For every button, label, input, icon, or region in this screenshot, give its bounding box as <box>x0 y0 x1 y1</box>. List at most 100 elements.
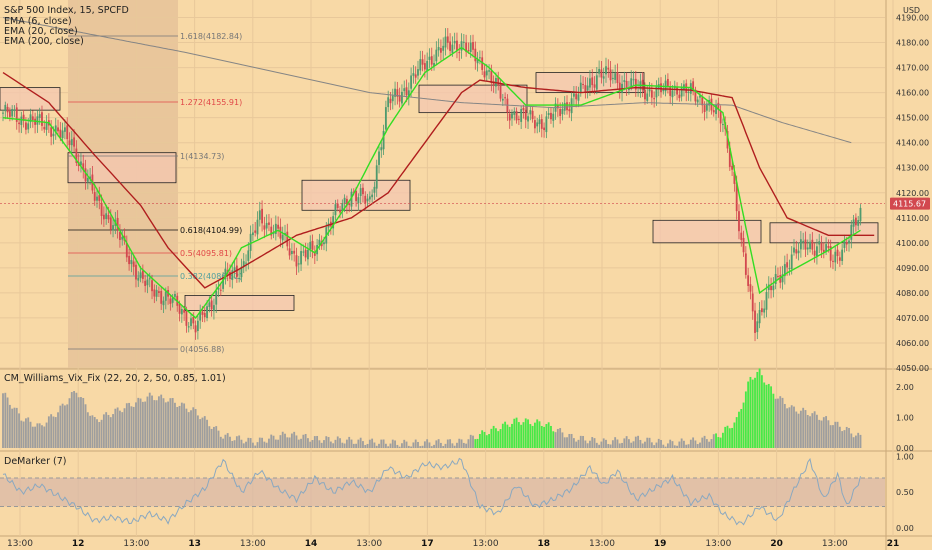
candle-body <box>311 240 314 250</box>
candle-body <box>121 236 124 240</box>
candle-body <box>538 119 541 125</box>
vix-fix-bar <box>215 426 218 448</box>
candle-body <box>160 291 163 304</box>
vix-fix-bar <box>767 383 770 448</box>
vix-fix-bar <box>224 434 227 448</box>
time-tick-label: 13:00 <box>589 539 615 549</box>
vix-fix-bar <box>694 440 697 448</box>
last-price-value: 4115.67 <box>893 200 926 209</box>
price-axis[interactable]: 4190.00 4180.00 4170.00 4160.00 4150.00 4140.… <box>896 14 929 533</box>
vix-fix-bar <box>462 442 465 448</box>
vix-fix-bar <box>547 422 550 448</box>
price-tick-label: 4170.00 <box>896 64 929 73</box>
candle-body <box>561 108 564 115</box>
vix-fix-bar <box>495 428 497 448</box>
vix-fix-bar <box>760 375 763 448</box>
candle-body <box>343 197 346 204</box>
vix-fix-bar <box>504 421 507 448</box>
candle-body <box>364 195 367 204</box>
candle-body <box>199 309 202 321</box>
vix-fix-bar <box>86 412 89 448</box>
vix-fix-bar <box>490 428 493 448</box>
vix-fix-bar <box>107 414 110 448</box>
demarker-line <box>0 457 885 526</box>
candle-body <box>22 114 25 121</box>
candle-body <box>511 113 513 119</box>
candle-body <box>655 86 658 98</box>
candle-body <box>414 74 417 78</box>
candle-body <box>190 318 192 327</box>
vix-fix-bar <box>802 407 805 448</box>
vix-fix-bar <box>196 415 199 448</box>
vix-fix-bar <box>116 407 119 448</box>
vix-fix-bar <box>89 415 92 448</box>
fib-level-label: 0.5(4095.81) <box>180 249 232 258</box>
candle-body <box>795 249 798 254</box>
candle-body <box>371 194 374 198</box>
vix-fix-bar <box>733 422 736 448</box>
vix-fix-bar <box>790 405 793 448</box>
vix-fix-bar <box>114 408 117 448</box>
vix-fix-bar <box>467 439 470 448</box>
vix-fix-bar <box>699 442 701 448</box>
candle-body <box>279 226 282 239</box>
candle-body <box>666 78 669 87</box>
candle-body <box>295 255 298 267</box>
vix-fix-bar <box>641 443 644 448</box>
time-axis[interactable]: 13:00 12 13:00 13 13:00 14 13:00 17 13:00 18 13:00… <box>7 539 899 549</box>
candle-body <box>568 109 571 112</box>
vix-fix-bar <box>148 392 151 448</box>
candle-body <box>618 82 621 92</box>
candle-body <box>281 234 284 241</box>
candle-body <box>249 233 252 251</box>
price-tick-label: 4080.00 <box>896 289 929 298</box>
candle-body <box>735 182 738 212</box>
vix-fix-bar <box>281 431 284 448</box>
vix-fix-bar <box>710 439 713 448</box>
time-tick-label: 20 <box>770 539 783 549</box>
candle-body <box>307 249 309 260</box>
candle-body <box>423 63 426 70</box>
vix-fix-bar <box>75 392 78 448</box>
vix-fix-bar <box>719 437 722 448</box>
candle-body <box>135 264 137 280</box>
vix-fix-bar <box>217 430 220 448</box>
vix-fix-bar <box>302 434 305 448</box>
candle-body <box>192 316 195 324</box>
candle-body <box>508 113 511 121</box>
candle-body <box>373 186 376 193</box>
symbol-title: S&P 500 Index, 15, SPCFD <box>4 5 129 16</box>
candle-body <box>827 246 830 248</box>
vix-fix-bar <box>696 444 699 448</box>
vix-fix-bar <box>359 437 362 448</box>
candle-body <box>153 289 156 297</box>
candle-body <box>164 291 167 301</box>
candle-body <box>336 203 339 208</box>
candle-body <box>57 127 59 132</box>
candle-body <box>852 219 855 227</box>
candle-body <box>816 246 818 257</box>
vix-fix-bar <box>584 440 587 448</box>
candle-body <box>540 119 543 129</box>
vix-fix-bar <box>481 430 484 448</box>
vix-fix-bar <box>174 402 176 448</box>
candle-body <box>591 77 594 86</box>
candle-body <box>499 84 502 99</box>
vix-fix-bar <box>708 441 711 448</box>
vix-fix-bar <box>345 439 348 448</box>
candle-body <box>751 293 754 312</box>
vix-fix-bar <box>478 434 481 448</box>
vix-fix-bar <box>506 424 509 448</box>
vix-fix-bar <box>816 414 818 448</box>
candle-body <box>430 56 433 65</box>
candle-body <box>247 250 250 261</box>
vix-fix-bar <box>66 404 69 448</box>
fibonacci-levels[interactable]: 1.618(4182.84) 1.272(4155.91) 1(4134.73) 0.… <box>68 32 242 354</box>
candle-body <box>96 196 98 201</box>
vix-fix-bar <box>488 434 490 448</box>
candle-body <box>669 86 672 96</box>
vix-fix-bar <box>575 441 578 448</box>
vix-fix-bar <box>859 434 862 448</box>
candle-body <box>100 202 103 217</box>
